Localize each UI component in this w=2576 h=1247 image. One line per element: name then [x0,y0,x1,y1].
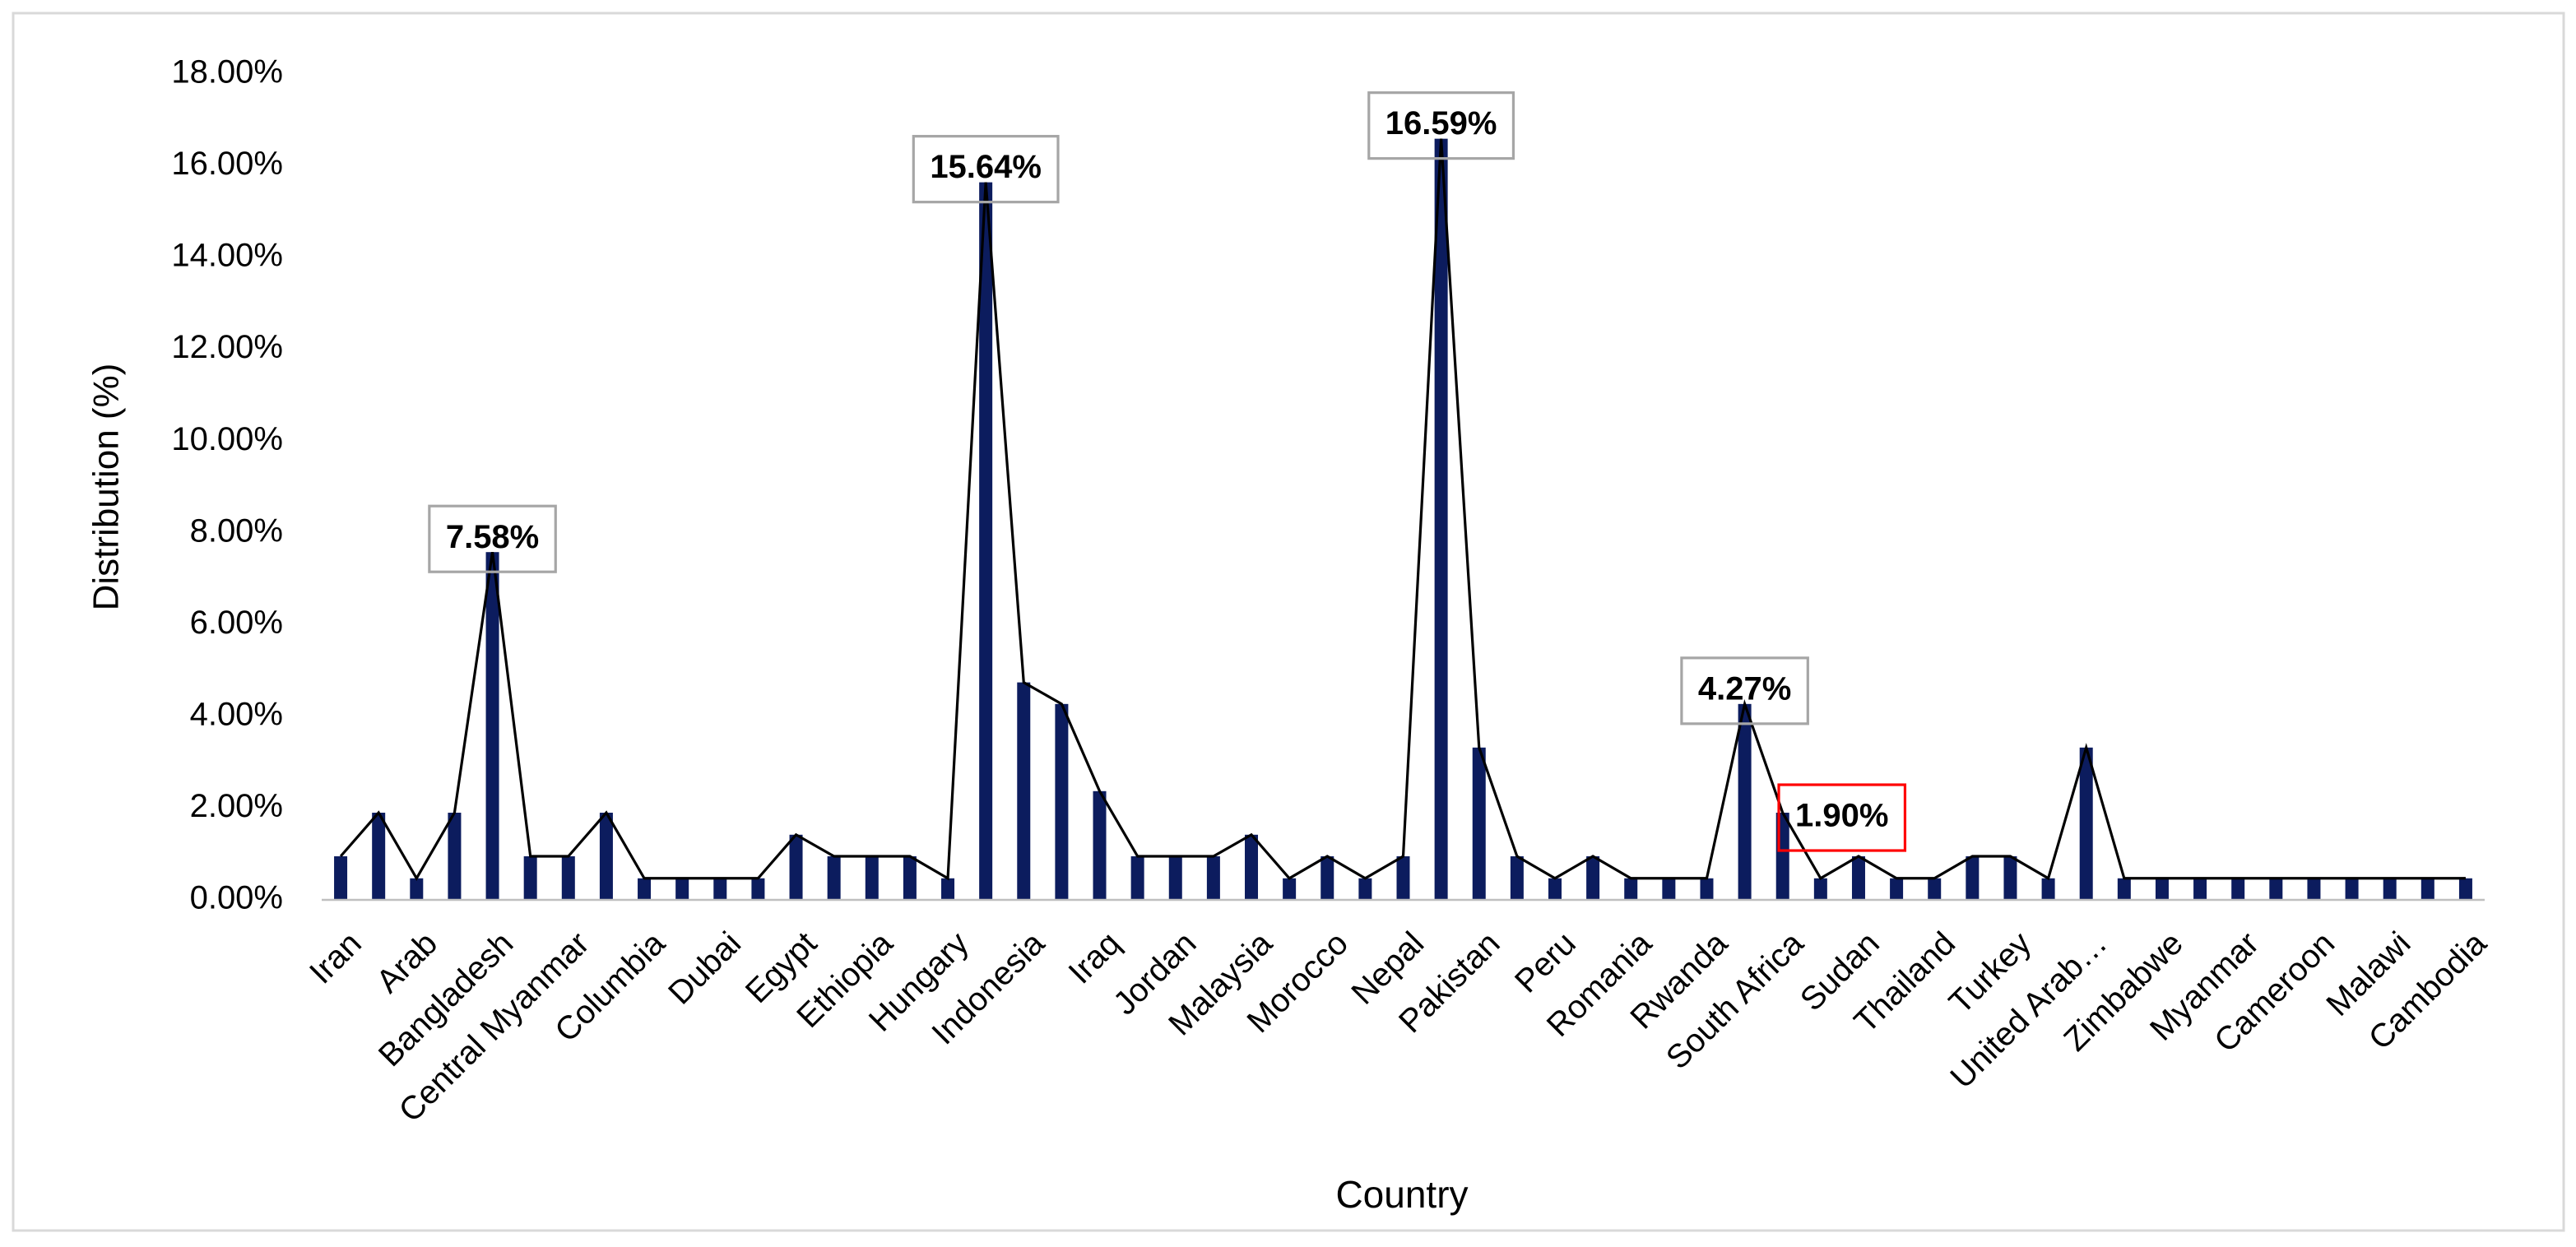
bar [1434,138,1448,900]
bar [2231,878,2245,900]
data-label-box [428,504,557,573]
bar [1130,856,1144,900]
chart-border [12,12,2565,1232]
data-label-box [912,135,1060,204]
bar [865,856,879,900]
bar [979,182,993,900]
data-label: 4.27% [1698,670,1791,707]
bar [2155,878,2169,900]
y-tick-label: 4.00% [190,696,283,732]
bar [1396,856,1410,900]
bar [2117,878,2131,900]
y-tick-label: 16.00% [171,146,283,182]
y-tick-label: 14.00% [171,238,283,274]
bar [1055,703,1069,900]
bar [1738,703,1752,900]
bar [903,856,917,900]
bar [1700,878,1714,900]
bar [638,878,652,900]
bar [448,813,462,900]
bar [1245,834,1259,900]
y-tick-label: 10.00% [171,421,283,457]
bar [1624,878,1638,900]
bar [713,878,727,900]
bar [523,856,537,900]
bar [1168,856,1182,900]
line [339,138,2466,881]
data-label-box [1680,656,1809,725]
y-tick-label: 8.00% [190,512,283,549]
bar [1358,878,1372,900]
y-tick-label: 2.00% [190,788,283,824]
bar [1548,878,1562,900]
bar [485,552,499,900]
bar [1472,747,1486,900]
y-axis-title: Distribution (%) [86,364,127,611]
bar [2307,878,2321,900]
bar [1283,878,1297,900]
bar [1017,682,1031,900]
bar [751,878,765,900]
bar [1890,878,1904,900]
bar [599,813,613,900]
bar [1813,878,1827,900]
bar [2193,878,2207,900]
bar [941,878,955,900]
bar [1851,856,1865,900]
bar [827,856,841,900]
bar [2041,878,2055,900]
data-label: 7.58% [446,519,539,555]
y-tick-label: 0.00% [190,880,283,916]
bar [2383,878,2397,900]
bar [2079,747,2093,900]
data-label-box [1367,91,1515,160]
bar [1510,856,1524,900]
y-tick-label: 6.00% [190,605,283,641]
bar [1928,878,1942,900]
bar [1093,790,1107,900]
bar [561,856,575,900]
data-label: 16.59% [1385,105,1497,141]
bar [2345,878,2359,900]
data-label: 15.64% [930,149,1042,185]
bar [334,856,348,900]
bar [2269,878,2283,900]
bar [1586,856,1600,900]
bar [2458,878,2472,900]
bar [372,813,386,900]
bar [789,834,803,900]
bar [1966,856,1980,900]
bar [1206,856,1220,900]
bar [1662,878,1676,900]
y-tick-label: 12.00% [171,329,283,365]
bar [1320,856,1334,900]
bar [2003,856,2017,900]
data-label: 1.90% [1795,798,1888,834]
data-label-box [1777,783,1907,852]
bar [410,878,424,900]
x-axis-title: Country [1335,1173,1468,1216]
bar [675,878,689,900]
y-tick-label: 18.00% [171,54,283,90]
bar [2421,878,2434,900]
